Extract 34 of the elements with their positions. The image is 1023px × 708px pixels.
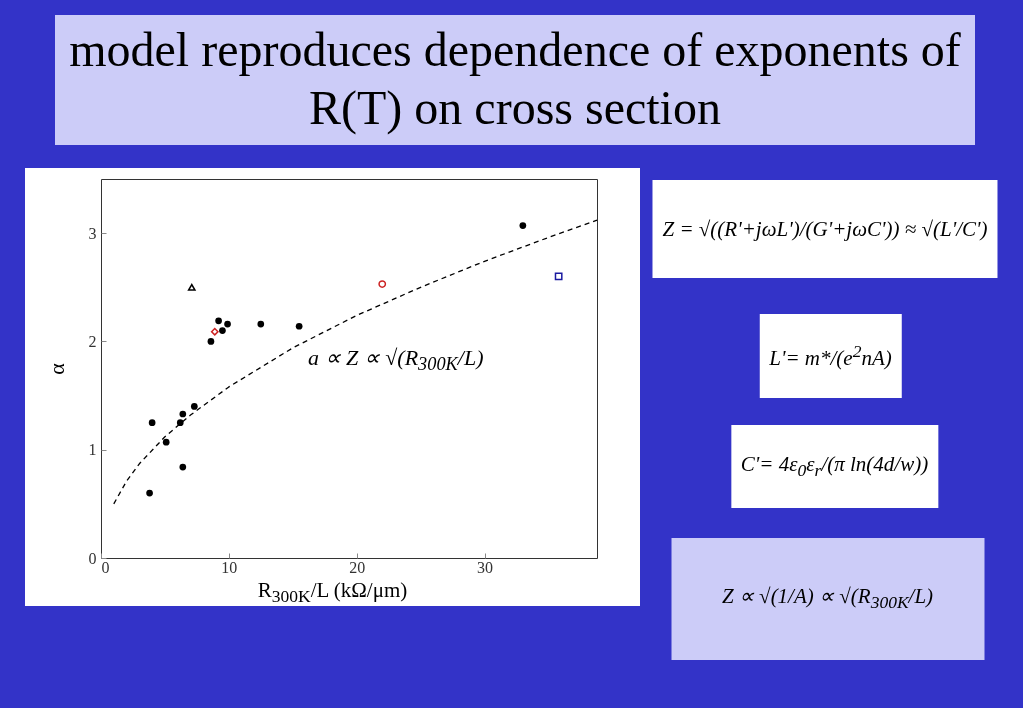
text: L'= m*/(e$^{2}$nA): [769, 341, 892, 371]
point: [554, 272, 563, 281]
x-tick-label: 20: [349, 558, 366, 576]
annotation: a ∝ Z ∝ √(R$_{300K}$/L): [308, 345, 484, 376]
x-tick-label: 30: [477, 558, 494, 576]
text: C'= 4ε$_{0}$ε$_{r}$/(π ln(4d/w)): [740, 451, 929, 482]
x-axis-title: R$_{300K}$/L (kΩ/μm): [256, 578, 409, 608]
point: [187, 283, 196, 291]
y-tick-label: 2: [88, 332, 97, 350]
x-tick-label: 10: [221, 558, 238, 576]
point: [210, 327, 219, 336]
point: [179, 463, 187, 471]
point: [219, 327, 226, 334]
point: [148, 419, 156, 426]
y-axis-title: α: [43, 362, 69, 375]
point: [215, 317, 222, 325]
point: [162, 438, 170, 446]
chart-title: model reproduces dependence of exponents of R(T) on cross section: [55, 15, 975, 145]
point: [295, 322, 303, 330]
point: [224, 320, 231, 328]
text: Z ∝ √(1/A) ∝ √(R$_{300K}$/L): [721, 584, 934, 614]
y-tick-label: 1: [88, 441, 97, 459]
point: [176, 419, 184, 426]
point: [190, 403, 198, 410]
point: [519, 222, 527, 229]
point: [257, 320, 265, 328]
line-series: [113, 219, 598, 505]
point: [146, 489, 153, 497]
point: [378, 280, 387, 288]
x-tick-label: 0: [101, 558, 110, 576]
y-tick-label: 3: [88, 224, 97, 242]
text: Z = √((R'+jωL')/(G'+jωC')) ≈ √(L'/C'): [662, 216, 988, 242]
point: [179, 410, 187, 418]
point: [207, 338, 215, 345]
